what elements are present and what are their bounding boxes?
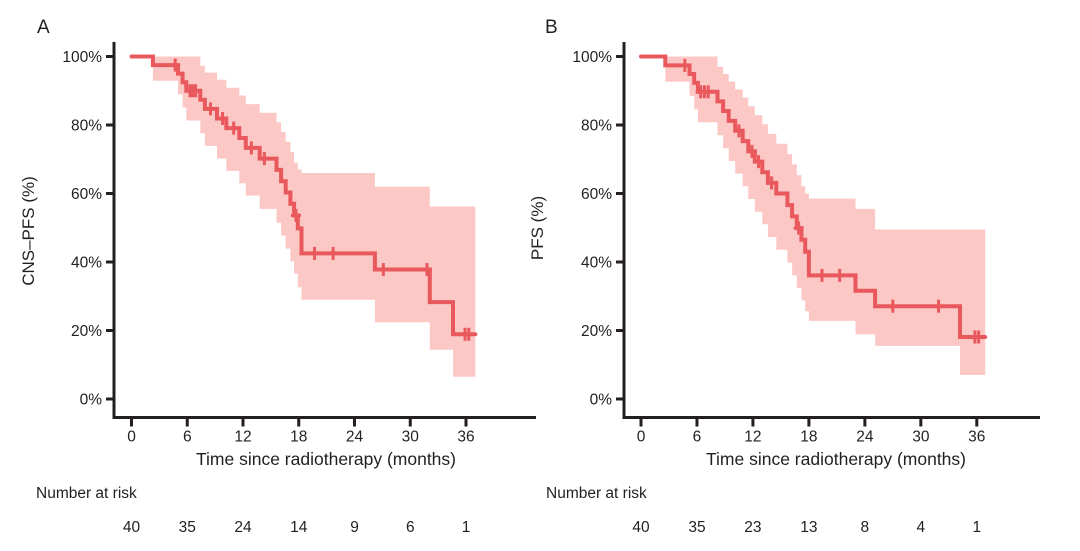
y-tick-label: 0%: [590, 391, 613, 408]
survival-curve: [129, 54, 478, 337]
risk-count: 6: [405, 519, 415, 536]
y-tick-label: 80%: [71, 117, 102, 134]
y-tick-label: 40%: [71, 254, 102, 271]
censor-marks: [170, 58, 474, 341]
y-tick-label: 20%: [581, 323, 612, 340]
panel-a-xlabel: Time since radiotherapy (months): [195, 449, 457, 469]
km-chart-b: 0% 20% 40% 60% 80% 100% 0 6 12 18 24 30 36: [572, 42, 1040, 446]
risk-count: 13: [800, 519, 818, 536]
km-chart-a: 0% 20% 40% 60% 80% 100% 0 6 12 18 24 30 36: [62, 42, 536, 446]
x-tick-label: 0: [637, 429, 646, 446]
risk-count: 23: [744, 519, 762, 536]
x-tick-label: 24: [346, 429, 364, 446]
risk-count: 40: [122, 519, 141, 536]
panel-b-risk-header: Number at risk: [546, 485, 647, 502]
risk-count: 8: [860, 519, 870, 536]
panel-a-risk-header: Number at risk: [36, 485, 137, 502]
y-tick-label: 100%: [62, 49, 102, 66]
x-tick-label: 6: [183, 429, 192, 446]
y-tick-label: 60%: [581, 186, 612, 203]
x-tick-label: 30: [912, 429, 930, 446]
y-tick-label: 20%: [71, 323, 102, 340]
x-tick-label: 0: [127, 429, 136, 446]
x-tick-label: 12: [744, 429, 761, 446]
y-tick-label: 0%: [80, 391, 103, 408]
risk-count: 14: [290, 519, 308, 536]
risk-count: 35: [688, 519, 706, 536]
panel-a-letter: A: [37, 17, 50, 38]
censor-marks: [679, 58, 984, 344]
x-tick-label: 12: [234, 429, 251, 446]
y-tick-label: 100%: [572, 49, 612, 66]
risk-count: 9: [350, 519, 359, 536]
x-tick-label: 36: [968, 429, 985, 446]
y-tick-label: 80%: [581, 117, 612, 134]
x-tick-label: 24: [856, 429, 874, 446]
x-tick-label: 36: [457, 429, 474, 446]
confidence-band: [665, 56, 986, 375]
y-tick-label: 60%: [71, 186, 102, 203]
risk-count: 1: [461, 519, 471, 536]
risk-count: 40: [632, 519, 650, 536]
confidence-band: [152, 56, 476, 377]
risk-count: 24: [234, 519, 252, 536]
panel-b-letter: B: [545, 17, 558, 38]
risk-count: 35: [178, 519, 196, 536]
x-tick-label: 30: [402, 429, 420, 446]
risk-count: 1: [972, 519, 982, 536]
y-tick-label: 40%: [581, 254, 612, 271]
x-tick-label: 18: [800, 429, 817, 446]
axes: [106, 42, 536, 427]
risk-count: 4: [916, 519, 926, 536]
axes: [616, 42, 1040, 427]
panel-b-xlabel: Time since radiotherapy (months): [705, 449, 967, 469]
x-tick-label: 18: [290, 429, 307, 446]
x-tick-label: 6: [693, 429, 702, 446]
